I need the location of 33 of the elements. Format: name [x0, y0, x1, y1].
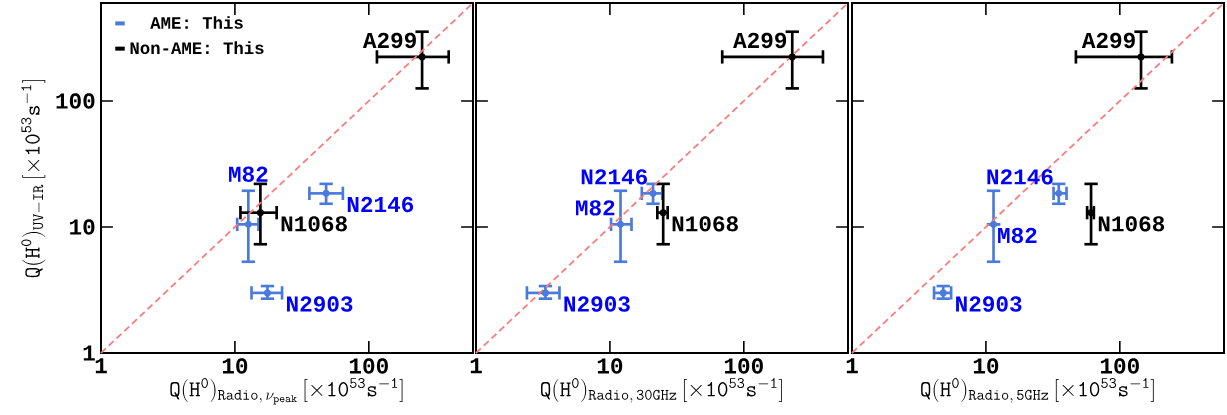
annotation: N1068 — [1098, 216, 1165, 232]
annotation: N1068 — [281, 216, 347, 232]
x-tick-label: 100 — [724, 358, 763, 374]
annotation: M82 — [998, 227, 1037, 244]
annotation: N2146 — [347, 196, 414, 213]
annotation: N1068 — [672, 216, 738, 232]
legend-label: AME: This — [150, 16, 243, 29]
annotation: A299 — [1081, 32, 1135, 49]
x-axis-title: $\mathtt{Q(H^{0})_{Radio,\,5GHz}\,[\times 10^{53}s^{-1}]}$ — [921, 377, 1154, 403]
annotation: M82 — [575, 200, 615, 216]
x-tick-label: 10 — [222, 358, 248, 374]
x-axis-title: $\mathtt{Q(H^{0})_{Radio,\,\nu_{peak}}\,[\times 10^{53}s^{-1}]}$ — [170, 377, 403, 405]
legend-label: Non-AME: This — [130, 41, 264, 55]
annotation: N2903 — [564, 296, 630, 312]
annotation: N2903 — [287, 296, 353, 312]
annotation: N2903 — [956, 296, 1022, 312]
x-tick-label: 100 — [349, 358, 388, 374]
x-tick-label: 10 — [973, 358, 999, 374]
x-tick-label: 1 — [95, 358, 107, 374]
y-axis-title: $\mathtt{Q(H^{0})_{UV-IR}\,[\times 10^{53}s^{-1}]}$ — [21, 80, 46, 278]
annotation: A299 — [362, 32, 416, 49]
x-axis-title: $\mathtt{Q(H^{0})_{Radio,\,30GHz}\,[\times 10^{53}s^{-1}]}$ — [541, 377, 782, 403]
y-tick-label: 100 — [56, 93, 95, 109]
x-tick-label: 1 — [846, 358, 858, 374]
y-tick-label: 1 — [83, 345, 95, 361]
annotation: M82 — [229, 166, 268, 182]
annotation: N2146 — [987, 169, 1053, 185]
x-tick-label: 1 — [470, 358, 482, 374]
x-tick-label: 10 — [597, 358, 623, 374]
x-tick-label: 100 — [1100, 358, 1139, 374]
annotation: A299 — [733, 32, 787, 49]
y-tick-label: 10 — [70, 219, 95, 235]
annotation: N2146 — [581, 169, 647, 185]
